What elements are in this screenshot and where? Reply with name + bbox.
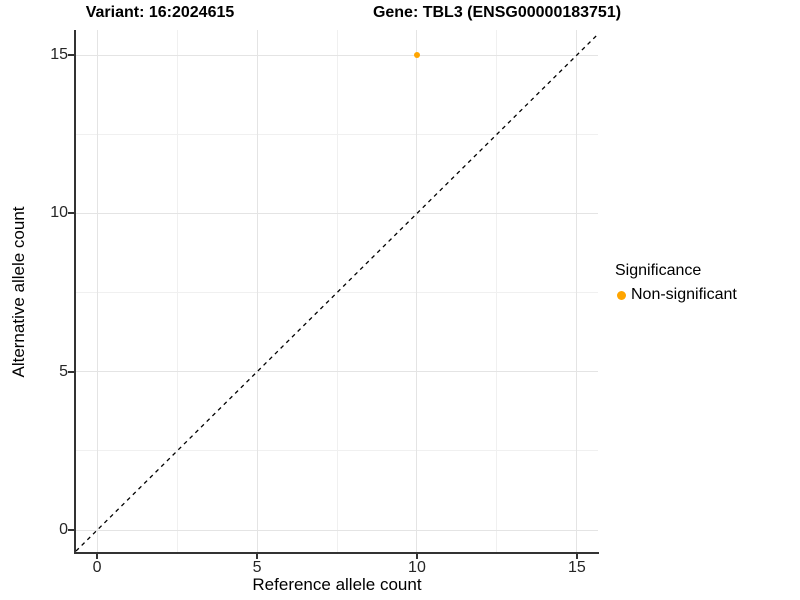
gene-title: Gene: TBL3 (ENSG00000183751): [372, 4, 622, 21]
legend-title: Significance: [615, 262, 702, 279]
minor-gridline-x: [496, 30, 498, 552]
minor-gridline-y: [76, 133, 598, 135]
y-axis-line: [74, 30, 76, 554]
minor-gridline-y: [76, 292, 598, 294]
y-tick-label: 15: [50, 46, 68, 64]
major-gridline-y: [76, 371, 598, 373]
identity-dashed-line: [76, 33, 598, 552]
major-gridline-y: [76, 54, 598, 56]
y-axis-tick: [68, 54, 74, 57]
x-axis-tick: [96, 554, 99, 559]
x-tick-label: 5: [252, 559, 262, 576]
plot-panel: [76, 30, 598, 552]
legend-point-icon: [617, 290, 626, 300]
major-gridline-x: [256, 30, 258, 552]
data-point: [413, 52, 420, 59]
minor-gridline-y: [76, 450, 598, 452]
x-axis-tick: [256, 554, 259, 559]
x-tick-label: 15: [567, 559, 586, 576]
variant-title: Variant: 16:2024615: [85, 4, 235, 21]
x-axis-tick: [575, 554, 578, 559]
y-tick-label: 10: [50, 204, 68, 222]
legend-item-label: Non-significant: [631, 286, 737, 303]
x-axis-line: [74, 552, 599, 554]
legend: Significance Non-significant: [615, 262, 737, 304]
y-tick-label: 5: [59, 362, 68, 380]
major-gridline-x: [416, 30, 418, 552]
major-gridline-y: [76, 212, 598, 214]
x-tick-label: 0: [92, 559, 102, 576]
y-axis-title: Alternative allele count: [9, 206, 28, 378]
minor-gridline-x: [176, 30, 178, 552]
y-axis-tick: [68, 212, 74, 215]
x-axis-title: Reference allele count: [252, 575, 422, 594]
identity-line-svg: [76, 33, 598, 552]
legend-item: Non-significant: [615, 286, 737, 304]
major-gridline-x: [576, 30, 578, 552]
major-gridline-y: [76, 529, 598, 531]
y-axis-tick: [68, 529, 74, 532]
minor-gridline-x: [336, 30, 338, 552]
y-axis-tick: [68, 370, 74, 373]
y-tick-label: 0: [59, 521, 68, 539]
major-gridline-x: [96, 30, 98, 552]
x-tick-label: 10: [408, 559, 426, 576]
x-axis-tick: [415, 554, 418, 559]
